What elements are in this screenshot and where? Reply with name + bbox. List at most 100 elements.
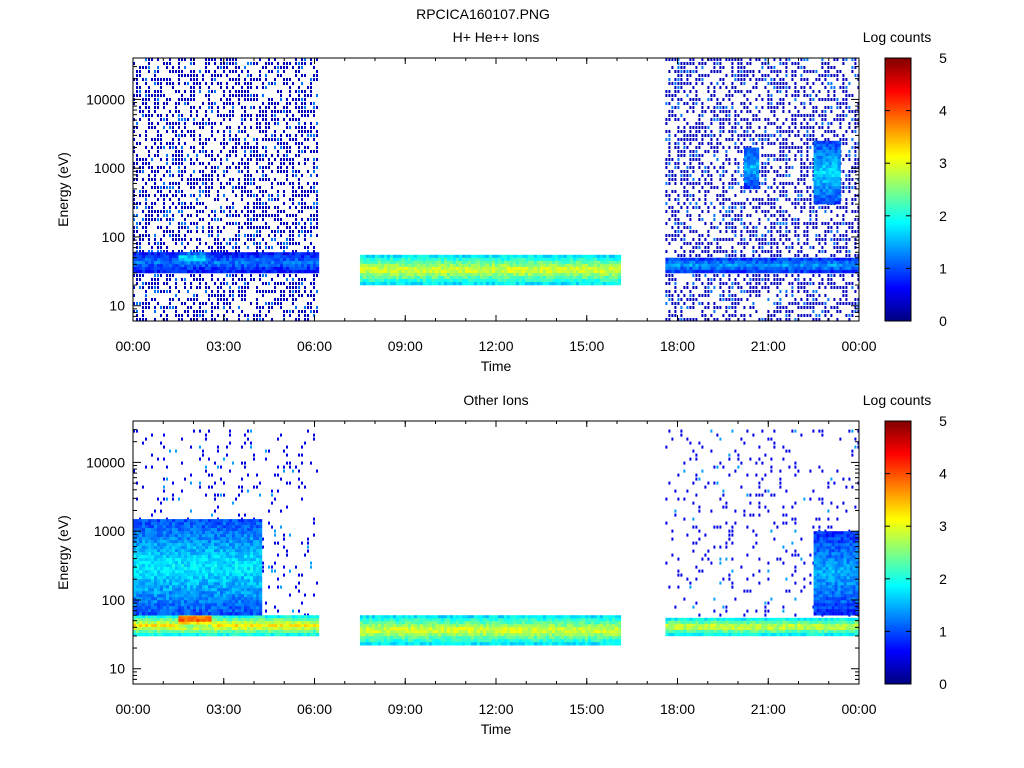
band-cell (307, 258, 311, 262)
noise-pixel (758, 58, 761, 61)
band-cell (133, 267, 137, 271)
noise-pixel (178, 110, 180, 113)
noise-pixel (755, 226, 758, 229)
band-cell (569, 260, 574, 265)
noise-pixel (163, 94, 165, 97)
noise-pixel (686, 182, 689, 185)
noise-pixel (704, 238, 707, 241)
band-cell (401, 257, 406, 262)
noise-pixel (692, 102, 695, 105)
noise-pixel (136, 278, 138, 281)
noise-pixel (728, 114, 731, 117)
noise-pixel (274, 198, 276, 201)
noise-pixel (803, 202, 806, 205)
band-cell (199, 255, 203, 259)
band-cell (139, 258, 143, 262)
noise-pixel (259, 110, 261, 113)
noise-pixel (220, 206, 222, 209)
noise-pixel (265, 178, 267, 181)
noise-pixel (133, 150, 135, 153)
noise-pixel (313, 78, 315, 81)
noise-pixel (785, 70, 788, 73)
band-cell (241, 261, 245, 265)
noise-pixel (830, 110, 833, 113)
band-cell (280, 267, 284, 271)
band-cell (250, 261, 254, 265)
noise-pixel (806, 158, 809, 161)
noise-pixel (289, 294, 291, 297)
noise-pixel (313, 282, 315, 285)
noise-pixel (701, 62, 704, 65)
band-cell (527, 254, 532, 259)
band-cell (476, 263, 481, 268)
noise-pixel (304, 62, 306, 65)
noise-pixel (202, 278, 204, 281)
noise-pixel (241, 290, 243, 293)
noise-pixel (674, 282, 677, 285)
noise-pixel (280, 246, 282, 249)
band-cell (380, 257, 385, 262)
noise-pixel (139, 166, 141, 169)
noise-pixel (707, 166, 710, 169)
noise-pixel (214, 198, 216, 201)
noise-pixel (160, 250, 162, 253)
noise-pixel (761, 98, 764, 101)
noise-pixel (259, 198, 261, 201)
noise-pixel (791, 70, 794, 73)
noise-pixel (295, 242, 297, 245)
noise-pixel (719, 286, 722, 289)
noise-pixel (196, 314, 198, 317)
noise-pixel (175, 158, 177, 161)
noise-pixel (764, 182, 767, 185)
noise-pixel (803, 114, 806, 117)
band-cell (175, 264, 179, 268)
noise-pixel (791, 78, 794, 81)
noise-pixel (166, 102, 168, 105)
noise-pixel (677, 150, 680, 153)
band-cell (262, 261, 266, 265)
band-cell (368, 260, 373, 265)
noise-pixel (220, 282, 222, 285)
band-cell (247, 258, 251, 262)
band-cell (584, 260, 589, 265)
noise-pixel (256, 86, 258, 89)
band-cell (208, 270, 212, 274)
noise-pixel (190, 274, 192, 277)
noise-pixel (178, 82, 180, 85)
noise-pixel (154, 282, 156, 285)
noise-pixel (785, 146, 788, 149)
noise-pixel (232, 238, 234, 241)
band-cell (434, 263, 439, 268)
noise-pixel (791, 166, 794, 169)
noise-pixel (803, 162, 806, 165)
band-cell (190, 267, 194, 271)
noise-pixel (737, 298, 740, 301)
noise-pixel (668, 70, 671, 73)
band-cell (572, 260, 577, 265)
noise-pixel (848, 190, 851, 193)
noise-pixel (686, 82, 689, 85)
noise-pixel (310, 302, 312, 305)
noise-pixel (175, 278, 177, 281)
noise-pixel (665, 130, 668, 133)
noise-pixel (683, 254, 686, 257)
noise-pixel (298, 310, 300, 313)
noise-pixel (199, 274, 201, 277)
noise-pixel (148, 106, 150, 109)
band-cell (419, 263, 424, 268)
noise-pixel (283, 66, 285, 69)
noise-pixel (283, 62, 285, 65)
noise-pixel (178, 150, 180, 153)
band-cell (286, 255, 290, 259)
noise-pixel (713, 186, 716, 189)
noise-pixel (719, 166, 722, 169)
noise-pixel (133, 166, 135, 169)
noise-pixel (235, 234, 237, 237)
noise-pixel (301, 90, 303, 93)
band-cell (316, 261, 320, 265)
noise-pixel (223, 302, 225, 305)
noise-pixel (238, 286, 240, 289)
noise-pixel (791, 94, 794, 97)
noise-pixel (157, 210, 159, 213)
